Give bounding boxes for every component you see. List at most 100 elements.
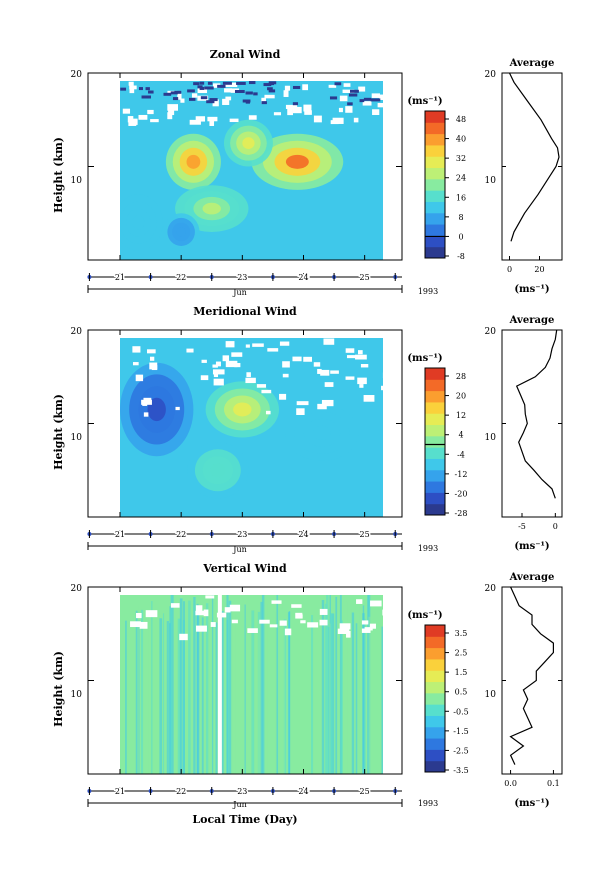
missing-data-cell: [145, 610, 158, 618]
strong-negative-cell: [348, 93, 358, 97]
panel-title: Vertical Wind: [202, 562, 287, 575]
colorbar-segment: [425, 636, 445, 649]
strong-negative-cell: [261, 101, 267, 105]
missing-data-cell: [372, 109, 380, 116]
x-tick-label: 25: [360, 273, 370, 282]
meridional-wind-panel: Meridional Wind Height (km) 20 10 (ms⁻¹)…: [52, 305, 563, 554]
strong-negative-cell: [197, 85, 203, 89]
missing-data-cell: [361, 628, 371, 633]
avg-x-tick-label: 0: [507, 265, 512, 274]
missing-data-cell: [381, 385, 383, 391]
missing-data-cell: [122, 108, 131, 114]
strong-negative-cell: [200, 96, 208, 100]
average-profile-line: [508, 72, 560, 242]
colorbar-segment: [425, 749, 445, 762]
missing-data-cell: [246, 372, 251, 378]
missing-data-cell: [224, 607, 231, 613]
avg-x-tick-label: 0.1: [547, 779, 560, 788]
strong-negative-cell: [204, 86, 214, 90]
missing-data-cell: [361, 620, 369, 625]
strong-negative-cell: [363, 97, 372, 101]
missing-data-cell: [269, 624, 278, 628]
missing-data-cell: [195, 610, 206, 616]
missing-data-cell: [130, 621, 141, 628]
missing-data-cell: [229, 118, 239, 123]
missing-data-cell: [224, 88, 233, 93]
strong-negative-cell: [217, 84, 226, 88]
missing-data-cell: [261, 389, 272, 394]
heatmap-streak: [170, 595, 174, 774]
panel-title: Zonal Wind: [210, 48, 281, 61]
heatmap-streak: [125, 620, 127, 774]
missing-data-cell: [175, 406, 180, 411]
heatmap-streak: [191, 619, 193, 774]
heatmap-streak: [170, 595, 173, 774]
strong-negative-cell: [207, 81, 213, 85]
colorbar-tick-label: 0: [458, 232, 463, 241]
missing-data-cell: [143, 397, 152, 402]
heatmap-streak: [209, 595, 212, 774]
colorbar-segment: [425, 156, 445, 169]
missing-data-cell: [296, 408, 305, 416]
missing-data-cell: [128, 119, 137, 126]
vertical-wind-panel: Vertical Wind Height (km) 20 10 (ms⁻¹) J…: [52, 562, 563, 809]
missing-data-cell: [379, 94, 383, 100]
strong-negative-cell: [245, 91, 253, 95]
heatmap-streak: [364, 595, 368, 774]
colorbar-tick-label: 28: [456, 372, 466, 381]
strong-negative-cell: [359, 99, 365, 103]
colorbar-segment: [425, 390, 445, 403]
heatmap-blob: [312, 425, 332, 440]
heatmap-streak: [179, 598, 183, 774]
missing-data-cell: [201, 359, 207, 363]
missing-data-cell: [259, 619, 270, 624]
heatmap-streak: [201, 617, 204, 774]
missing-data-cell: [303, 356, 312, 362]
missing-data-cell: [355, 354, 367, 360]
missing-data-cell: [229, 604, 241, 612]
x-tick-label: 24: [298, 530, 308, 539]
avg-x-tick-label: 0.0: [504, 779, 517, 788]
missing-data-cell: [168, 108, 175, 116]
avg-x-tick-label: 0: [553, 522, 558, 531]
missing-data-cell: [284, 85, 291, 91]
missing-data-cell: [285, 104, 298, 109]
strong-negative-cell: [329, 96, 338, 100]
heatmap-streak: [261, 595, 265, 774]
avg-y-tick-label: 10: [485, 690, 497, 700]
missing-data-cell: [261, 97, 266, 104]
strong-negative-cell: [350, 89, 359, 93]
heatmap-streak: [260, 601, 263, 774]
heatmap-streak: [135, 610, 138, 774]
missing-data-cell: [343, 83, 351, 87]
heatmap-streak: [149, 609, 152, 774]
strong-negative-cell: [193, 82, 200, 86]
colorbar-segment: [425, 424, 445, 437]
colorbar-tick-label: -12: [455, 470, 468, 479]
heatmap-streak: [283, 619, 287, 774]
x-tick-label: 23: [237, 273, 247, 282]
heatmap-streak: [226, 595, 229, 774]
missing-data-cell: [313, 115, 322, 123]
year-label: 1993: [418, 544, 438, 553]
heatmap-blob: [202, 202, 221, 215]
strong-negative-cell: [206, 100, 215, 104]
missing-data-cell: [271, 600, 282, 604]
colorbar-segment: [425, 167, 445, 180]
missing-data-cell: [245, 377, 256, 384]
missing-data-cell: [247, 628, 258, 633]
x-tick-label: 24: [298, 787, 308, 796]
missing-data-cell: [147, 349, 156, 354]
colorbar-segment: [425, 235, 445, 248]
colorbar-segment: [425, 435, 445, 448]
heatmap-streak: [359, 605, 361, 774]
heatmap-streak: [340, 620, 343, 774]
missing-data-cell: [179, 633, 188, 641]
missing-data-cell: [319, 619, 328, 626]
colorbar-tick-label: 20: [456, 392, 466, 401]
y-tick-label: 10: [71, 690, 83, 700]
colorbar-segment: [425, 133, 445, 146]
missing-data-cell: [357, 377, 367, 385]
missing-data-cell: [138, 114, 148, 120]
heatmap-streak: [288, 611, 291, 774]
